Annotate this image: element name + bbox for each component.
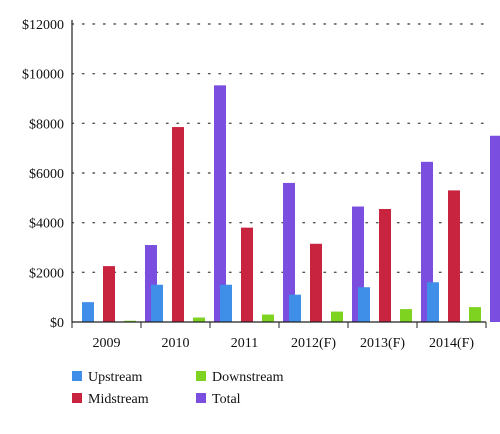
y-tick-label: $12000 [22, 18, 64, 33]
bar-total [421, 161, 433, 322]
bar-total [283, 182, 295, 322]
bar-total [214, 85, 226, 322]
legend-label-total: Total [212, 392, 241, 407]
bars [82, 85, 500, 322]
bar-midstream [241, 227, 253, 322]
bar-upstream [220, 284, 232, 322]
legend: Upstream Downstream Midstream Total [72, 370, 284, 407]
legend-swatch-upstream [72, 371, 82, 381]
legend-swatch-total [196, 393, 206, 403]
bar-downstream [124, 320, 136, 322]
bar-downstream [469, 307, 481, 322]
x-tick-label: 2009 [93, 336, 121, 351]
y-tick-label: $4000 [29, 217, 64, 232]
y-tick-label: $6000 [29, 167, 64, 182]
y-tick-label: $10000 [22, 68, 64, 83]
y-axis-tick-labels: $0 $2000 $4000 $6000 $8000 $10000 $12000 [22, 18, 64, 331]
axes [71, 20, 487, 328]
bar-upstream [82, 302, 94, 322]
bar-midstream [448, 190, 460, 322]
x-axis-tick-labels: 2009 2010 2011 2012(F) 2013(F) 2014(F) [93, 336, 475, 351]
bar-midstream [172, 127, 184, 322]
bar-downstream [400, 309, 412, 322]
x-tick-label: 2013(F) [360, 336, 405, 351]
bar-total [490, 135, 500, 322]
y-tick-label: $8000 [29, 117, 64, 132]
bar-midstream [103, 266, 115, 322]
x-tick-label: 2010 [162, 336, 190, 351]
y-tick-label: $2000 [29, 266, 64, 281]
x-tick-label: 2014(F) [429, 336, 474, 351]
bar-midstream [379, 209, 391, 322]
bar-upstream [427, 282, 439, 322]
legend-label-upstream: Upstream [88, 370, 143, 385]
bar-midstream [310, 243, 322, 322]
y-tick-label: $0 [50, 316, 64, 331]
legend-swatch-midstream [72, 393, 82, 403]
legend-label-downstream: Downstream [212, 370, 284, 385]
bar-downstream [331, 311, 343, 322]
legend-swatch-downstream [196, 371, 206, 381]
x-tick-label: 2012(F) [291, 336, 336, 351]
bar-downstream [262, 314, 274, 322]
legend-label-midstream: Midstream [88, 392, 149, 407]
x-tick-label: 2011 [231, 336, 258, 351]
bar-upstream [289, 294, 301, 322]
bar-upstream [151, 284, 163, 322]
bar-upstream [358, 287, 370, 322]
bar-downstream [193, 317, 205, 322]
